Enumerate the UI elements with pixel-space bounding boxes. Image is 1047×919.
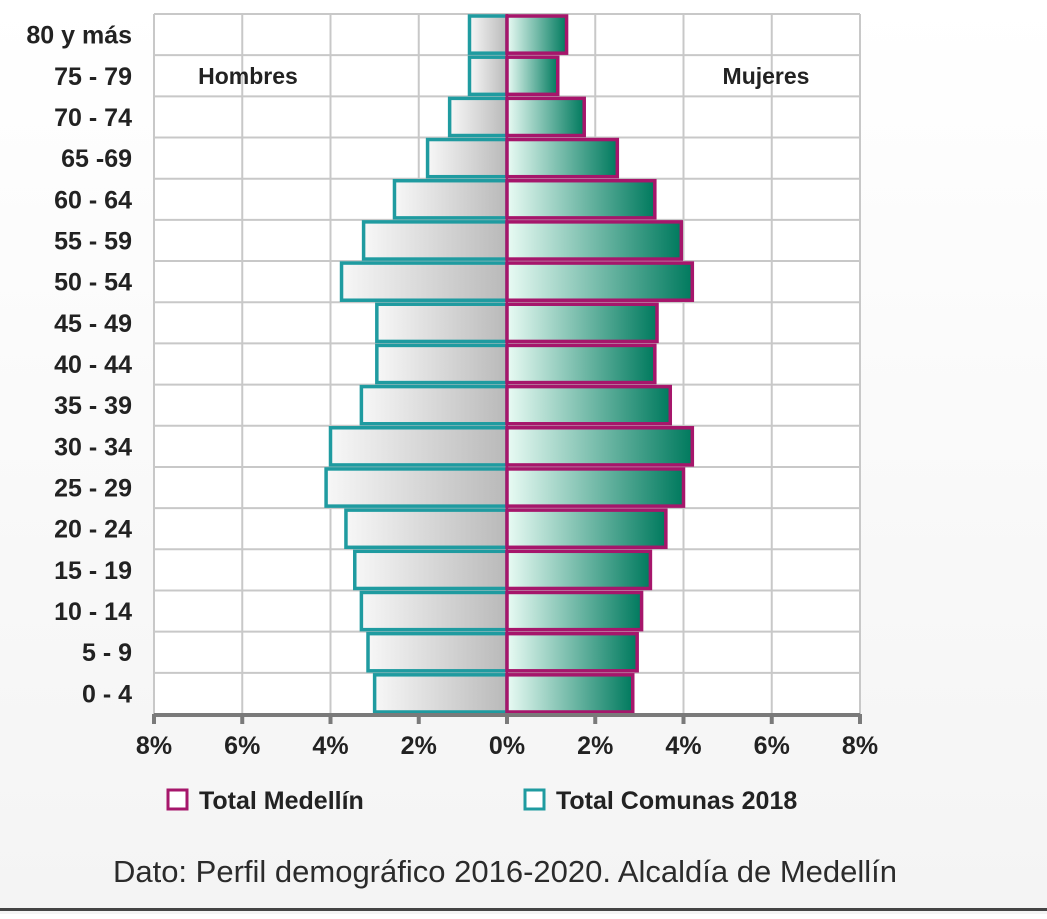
category-label: 5 - 9 xyxy=(82,639,132,667)
x-tick-label: 6% xyxy=(224,732,260,760)
bar-hombres xyxy=(353,549,509,591)
category-label: 45 - 49 xyxy=(54,310,132,338)
x-tick-label: 8% xyxy=(842,732,878,760)
bar-mujeres xyxy=(505,96,586,138)
bar-hombres xyxy=(344,508,509,550)
bar-hombres xyxy=(359,590,509,632)
bar-hombres xyxy=(361,220,509,261)
bar-mujeres xyxy=(505,590,644,632)
bar-hombres xyxy=(375,302,509,344)
bar-hombres xyxy=(339,261,509,302)
bottom-divider xyxy=(0,908,1047,911)
bar-hombres xyxy=(392,178,509,220)
bar-hombres xyxy=(425,137,509,179)
bar-mujeres xyxy=(505,384,673,426)
bar-hombres xyxy=(328,426,509,467)
category-label: 20 - 24 xyxy=(54,516,132,544)
bar-hombres xyxy=(324,467,509,508)
category-label: 50 - 54 xyxy=(54,269,132,297)
x-tick-label: 2% xyxy=(577,732,613,760)
legend-label: Total Medellín xyxy=(199,787,364,815)
bar-hombres xyxy=(372,673,509,714)
bar-mujeres xyxy=(505,55,560,97)
bar-hombres xyxy=(447,96,509,138)
category-label: 55 - 59 xyxy=(54,227,132,255)
bar-hombres xyxy=(375,343,509,385)
bar-mujeres xyxy=(505,302,659,344)
category-label: 60 - 64 xyxy=(54,186,132,214)
x-tick-label: 2% xyxy=(401,732,437,760)
category-label: 65 -69 xyxy=(61,145,132,173)
category-label: 70 - 74 xyxy=(54,104,132,132)
category-label: 80 y más xyxy=(26,22,132,50)
x-tick-label: 0% xyxy=(489,732,525,760)
category-label: 0 - 4 xyxy=(82,680,132,708)
category-label: 10 - 14 xyxy=(54,598,132,626)
legend-swatch xyxy=(166,788,189,811)
bar-hombres xyxy=(467,14,509,55)
bar-mujeres xyxy=(505,178,657,220)
x-tick-label: 4% xyxy=(312,732,348,760)
category-label: 35 - 39 xyxy=(54,392,132,420)
bar-mujeres xyxy=(505,467,686,508)
category-label: 15 - 19 xyxy=(54,557,132,585)
source-note: Dato: Perfil demográfico 2016-2020. Alca… xyxy=(113,854,897,889)
x-tick-label: 6% xyxy=(754,732,790,760)
bar-mujeres xyxy=(505,426,695,467)
category-label: 25 - 29 xyxy=(54,475,132,503)
bar-mujeres xyxy=(505,508,668,550)
side-label-mujeres: Mujeres xyxy=(723,63,810,89)
bar-mujeres xyxy=(505,631,639,673)
bar-mujeres xyxy=(505,14,569,55)
category-label: 40 - 44 xyxy=(54,351,132,379)
bar-mujeres xyxy=(505,261,695,302)
bar-hombres xyxy=(467,55,509,97)
bar-hombres xyxy=(359,384,509,426)
side-label-hombres: Hombres xyxy=(198,63,298,89)
bar-mujeres xyxy=(505,549,653,591)
bar-mujeres xyxy=(505,137,620,179)
legend-label: Total Comunas 2018 xyxy=(556,787,797,815)
x-tick-label: 4% xyxy=(665,732,701,760)
category-label: 30 - 34 xyxy=(54,433,132,461)
bar-mujeres xyxy=(505,673,635,714)
legend-swatch xyxy=(523,788,546,811)
category-label: 75 - 79 xyxy=(54,63,132,91)
bar-mujeres xyxy=(505,220,684,261)
bar-hombres xyxy=(366,631,509,673)
x-tick-label: 8% xyxy=(136,732,172,760)
bar-mujeres xyxy=(505,343,657,385)
